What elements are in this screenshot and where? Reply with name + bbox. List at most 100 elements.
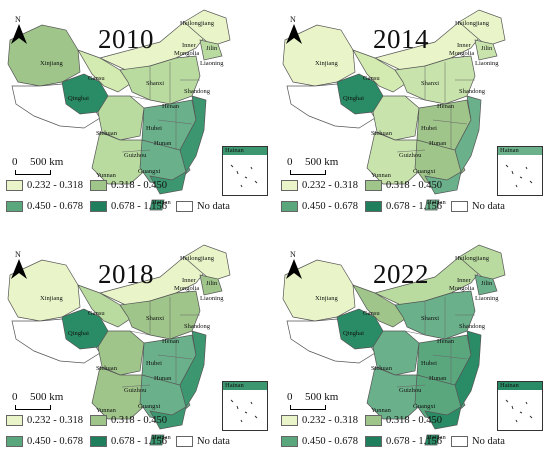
region-gansu xyxy=(352,49,406,93)
region-southwest xyxy=(366,131,426,185)
legend-swatch xyxy=(281,415,298,426)
scale-bar-line xyxy=(15,405,51,410)
region-southwest xyxy=(91,366,151,420)
province-boundary xyxy=(157,119,193,125)
legend-swatch xyxy=(281,436,298,447)
region-sichuan xyxy=(372,95,420,141)
legend-item: 0.678 - 1.156 xyxy=(90,436,167,447)
legend-label: 0.450 - 0.678 xyxy=(27,201,83,212)
north-arrow-icon: N xyxy=(285,250,303,289)
legend-swatch xyxy=(176,201,193,212)
region-guangdong xyxy=(149,406,187,430)
south-china-sea-inset: Hainan xyxy=(222,381,268,431)
legend-swatch xyxy=(365,415,382,426)
scale-zero: 0 xyxy=(287,156,293,168)
legend-label: 0.232 - 0.318 xyxy=(27,180,83,191)
region-heilongjiang xyxy=(458,244,506,282)
legend-swatch xyxy=(6,436,23,447)
scale-bar-line xyxy=(15,170,51,175)
legend-label: 0.450 - 0.678 xyxy=(302,201,358,212)
region-coast xyxy=(454,95,482,173)
region-southwest xyxy=(366,366,426,420)
legend-item: 0.450 - 0.678 xyxy=(281,201,358,212)
province-boundary xyxy=(432,119,468,125)
scale-zero: 0 xyxy=(287,391,293,403)
region-coast xyxy=(454,330,482,408)
legend-swatch xyxy=(90,180,107,191)
legend-label: No data xyxy=(472,201,505,212)
region-heilongjiang xyxy=(183,244,231,282)
legend-swatch xyxy=(6,201,23,212)
legend-label: 0.232 - 0.318 xyxy=(302,415,358,426)
legend-item: 0.678 - 1.156 xyxy=(365,436,442,447)
legend-item: 0.678 - 1.156 xyxy=(90,201,167,212)
region-hainan xyxy=(149,199,165,211)
region-guangdong xyxy=(424,406,462,430)
legend-item: 0.450 - 0.678 xyxy=(6,201,83,212)
province-boundary xyxy=(121,384,151,388)
region-xinjiang xyxy=(282,259,356,322)
region-jilin xyxy=(474,274,498,296)
region-coast xyxy=(179,95,207,173)
region-heilongjiang xyxy=(183,9,231,47)
province-boundary xyxy=(396,149,426,153)
legend-swatch xyxy=(365,180,382,191)
legend-item: 0.318 - 0.450 xyxy=(365,180,442,191)
scale-bar-line xyxy=(290,405,326,410)
legend-swatch xyxy=(451,201,468,212)
region-gansu xyxy=(77,284,131,328)
region-guangdong xyxy=(149,171,187,195)
year-title: 2014 xyxy=(373,24,429,54)
legend-item: 0.318 - 0.450 xyxy=(365,415,442,426)
legend-label: 0.678 - 1.156 xyxy=(111,436,167,447)
region-jilin xyxy=(474,39,498,61)
legend-label: 0.450 - 0.678 xyxy=(302,436,358,447)
north-label: N xyxy=(290,15,296,24)
region-jilin xyxy=(199,39,223,61)
north-arrow-icon: N xyxy=(10,15,28,54)
province-boundary xyxy=(129,330,151,336)
legend-swatch xyxy=(281,201,298,212)
legend-label: No data xyxy=(472,436,505,447)
region-hainan xyxy=(149,434,165,446)
legend-item: 0.232 - 0.318 xyxy=(281,415,358,426)
north-label: N xyxy=(290,250,296,259)
north-label: N xyxy=(15,15,21,24)
china-map-2014 xyxy=(282,9,506,211)
province-boundary xyxy=(121,149,151,153)
province-boundary xyxy=(404,330,426,336)
scale-zero: 0 xyxy=(12,156,18,168)
legend-item: No data xyxy=(451,436,505,447)
legend-item: 0.232 - 0.318 xyxy=(6,180,83,191)
north-arrow-icon: N xyxy=(285,15,303,54)
region-hainan xyxy=(424,434,440,446)
legend-label: 0.318 - 0.450 xyxy=(386,180,442,191)
china-map-2018 xyxy=(7,244,231,446)
region-gansu xyxy=(77,49,131,93)
region-sichuan xyxy=(372,330,420,376)
legend-swatch xyxy=(365,201,382,212)
region-coast xyxy=(179,330,207,408)
legend-label: 0.678 - 1.156 xyxy=(111,201,167,212)
legend-label: No data xyxy=(197,436,230,447)
region-hainan xyxy=(424,199,440,211)
map-panel-2014: 2014 N 0 500 km Heilongjiang Jilin Inner Mongol… xyxy=(275,0,550,235)
legend-item: No data xyxy=(176,201,230,212)
legend-label: 0.318 - 0.450 xyxy=(386,415,442,426)
legend-item: 0.450 - 0.678 xyxy=(6,436,83,447)
legend-label: No data xyxy=(197,201,230,212)
legend-label: 0.450 - 0.678 xyxy=(27,436,83,447)
region-sichuan xyxy=(97,330,145,376)
scale-label: 500 km xyxy=(30,156,64,168)
year-title: 2010 xyxy=(98,24,154,54)
legend-label: 0.318 - 0.450 xyxy=(111,415,167,426)
south-china-sea-inset: Hainan xyxy=(497,381,543,431)
region-xinjiang xyxy=(282,24,356,87)
scale-bar-line xyxy=(290,170,326,175)
legend-item: 0.678 - 1.156 xyxy=(365,201,442,212)
province-boundary xyxy=(157,354,193,360)
south-china-sea-inset: Hainan xyxy=(222,146,268,196)
legend-label: 0.232 - 0.318 xyxy=(302,180,358,191)
province-boundary xyxy=(432,354,468,360)
legend-label: 0.232 - 0.318 xyxy=(27,415,83,426)
